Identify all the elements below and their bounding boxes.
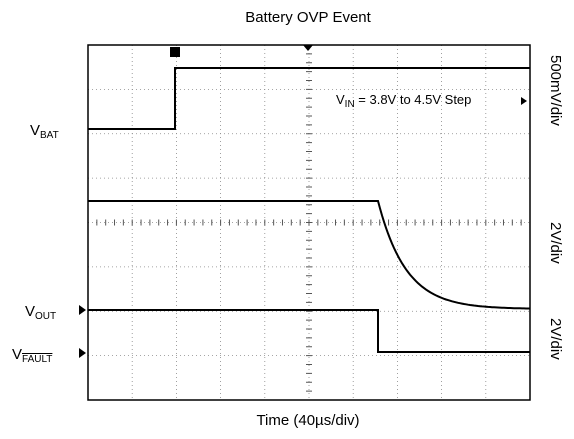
vfault-label: VFAULT: [12, 346, 52, 365]
vfault-scale: 2V/div: [547, 318, 564, 360]
vout-label: VOUT: [25, 303, 56, 322]
vbat-label: VBAT: [30, 122, 59, 141]
vbat-scale: 500mV/div: [547, 55, 564, 126]
vout-trace: [88, 200, 530, 310]
vout-marker: [79, 305, 86, 315]
title: Battery OVP Event: [245, 9, 371, 26]
vout-scale: 2V/div: [547, 222, 564, 264]
x-label: Time (40µs/div): [256, 412, 359, 429]
annotation: VIN = 3.8V to 4.5V Step: [336, 92, 471, 110]
vfault-trace: [88, 309, 530, 353]
level-marker: [521, 97, 527, 105]
grid: [87, 44, 531, 401]
vbat-trace: [88, 67, 530, 130]
trigger-marker: [170, 47, 180, 57]
vfault-marker: [79, 348, 86, 358]
trigger-position: [303, 45, 313, 51]
